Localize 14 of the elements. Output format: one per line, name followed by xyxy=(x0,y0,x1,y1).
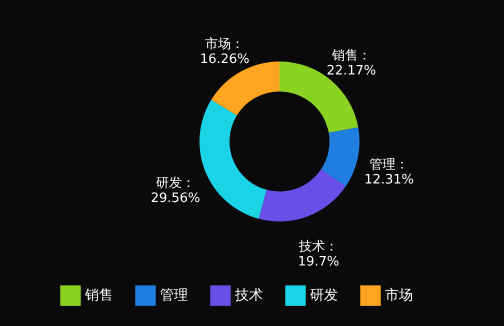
legend-label: 研发 xyxy=(310,288,338,304)
data-label: 技术： 19.7% xyxy=(298,239,340,270)
donut-slice xyxy=(258,170,346,222)
data-label: 管理： 12.31% xyxy=(364,158,414,188)
donut-slice xyxy=(200,100,267,219)
data-label: 市场： 16.26% xyxy=(200,36,250,67)
data-label: 销售： 22.17% xyxy=(326,48,376,79)
legend-label: 技术 xyxy=(234,288,263,304)
data-label: 研发： 29.56% xyxy=(150,176,200,206)
legend-label: 市场 xyxy=(385,288,413,304)
donut-slice xyxy=(320,127,360,186)
donut-slice xyxy=(211,62,280,116)
legend-label: 销售 xyxy=(84,288,113,304)
legend-label: 管理 xyxy=(160,288,188,304)
